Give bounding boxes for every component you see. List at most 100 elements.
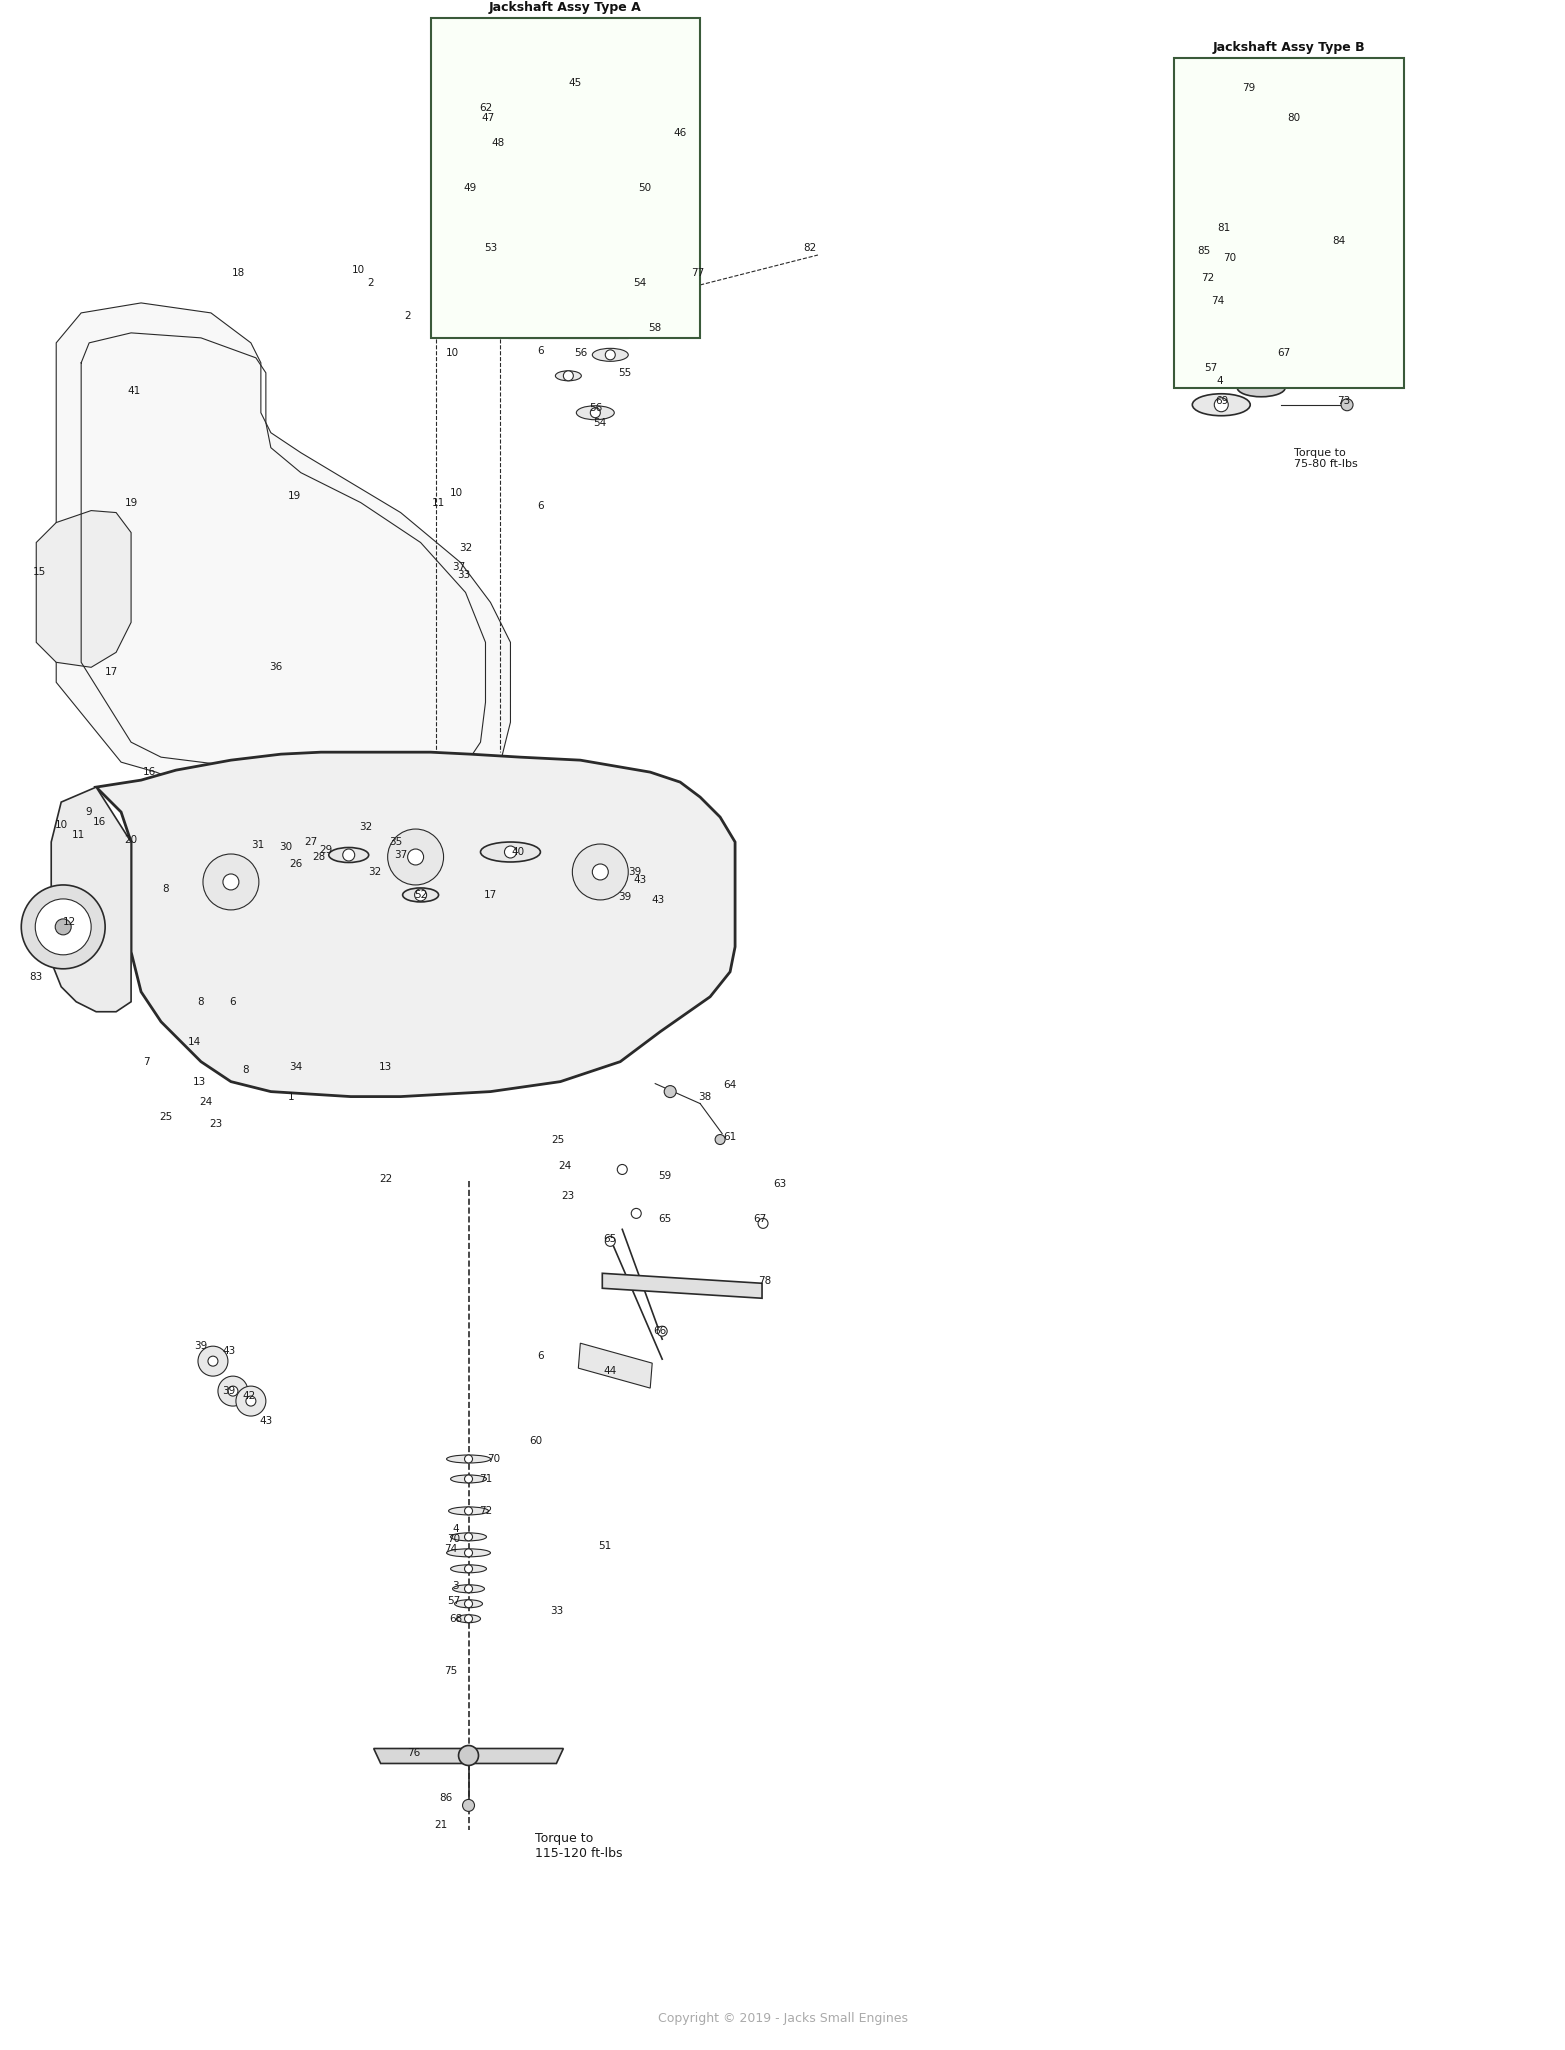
Text: 11: 11 bbox=[72, 830, 85, 840]
Text: Jacks
Small Engines: Jacks Small Engines bbox=[300, 910, 541, 974]
Text: 56: 56 bbox=[588, 402, 603, 412]
Ellipse shape bbox=[446, 1456, 490, 1464]
Ellipse shape bbox=[1239, 226, 1283, 232]
Ellipse shape bbox=[1238, 264, 1285, 271]
Ellipse shape bbox=[1238, 379, 1285, 398]
Circle shape bbox=[208, 1357, 218, 1365]
Ellipse shape bbox=[446, 1550, 490, 1556]
Text: 8: 8 bbox=[243, 1064, 249, 1074]
Text: 10: 10 bbox=[55, 820, 67, 830]
Circle shape bbox=[1214, 398, 1229, 412]
Ellipse shape bbox=[1243, 244, 1279, 252]
Circle shape bbox=[559, 248, 573, 262]
Text: 38: 38 bbox=[698, 1091, 712, 1101]
Ellipse shape bbox=[482, 246, 515, 258]
Circle shape bbox=[465, 1550, 473, 1556]
Circle shape bbox=[617, 1164, 628, 1175]
Text: 60: 60 bbox=[529, 1435, 541, 1445]
Text: 32: 32 bbox=[358, 822, 372, 832]
Text: 40: 40 bbox=[512, 847, 524, 857]
Ellipse shape bbox=[1232, 205, 1291, 211]
Text: 44: 44 bbox=[604, 1365, 617, 1376]
Text: 23: 23 bbox=[210, 1119, 222, 1130]
Text: 19: 19 bbox=[288, 490, 302, 500]
Circle shape bbox=[236, 1386, 266, 1417]
Text: 75: 75 bbox=[444, 1667, 457, 1675]
Ellipse shape bbox=[1249, 98, 1274, 105]
Ellipse shape bbox=[451, 1564, 487, 1572]
Text: 4: 4 bbox=[1216, 375, 1222, 385]
Text: Torque to
115-120 ft-lbs: Torque to 115-120 ft-lbs bbox=[535, 1833, 623, 1859]
Circle shape bbox=[1341, 400, 1354, 410]
Circle shape bbox=[465, 1533, 473, 1542]
Text: 32: 32 bbox=[459, 543, 473, 554]
Text: 54: 54 bbox=[593, 418, 607, 428]
Text: 43: 43 bbox=[260, 1417, 272, 1427]
Text: 52: 52 bbox=[415, 890, 427, 900]
Circle shape bbox=[573, 845, 628, 900]
Text: 34: 34 bbox=[290, 1062, 302, 1072]
Text: Jackshaft Assy Type A: Jackshaft Assy Type A bbox=[488, 0, 642, 14]
Text: 33: 33 bbox=[457, 570, 470, 580]
Text: 28: 28 bbox=[311, 853, 326, 861]
Ellipse shape bbox=[526, 98, 595, 123]
Circle shape bbox=[415, 890, 427, 900]
Text: Jackshaft Assy Type B: Jackshaft Assy Type B bbox=[1213, 41, 1366, 53]
Text: 17: 17 bbox=[105, 668, 117, 677]
Ellipse shape bbox=[1193, 394, 1250, 416]
Text: 32: 32 bbox=[368, 867, 382, 877]
Circle shape bbox=[465, 1507, 473, 1515]
Text: 6: 6 bbox=[537, 500, 543, 510]
Text: 14: 14 bbox=[188, 1037, 200, 1048]
Text: 56: 56 bbox=[574, 348, 587, 359]
Ellipse shape bbox=[1241, 164, 1282, 172]
Circle shape bbox=[606, 1236, 615, 1246]
Circle shape bbox=[218, 1376, 247, 1406]
Text: 7: 7 bbox=[142, 1056, 149, 1066]
Text: 77: 77 bbox=[692, 269, 704, 279]
Circle shape bbox=[465, 1585, 473, 1593]
Circle shape bbox=[606, 351, 615, 361]
Text: 11: 11 bbox=[432, 498, 444, 508]
Ellipse shape bbox=[1235, 299, 1286, 305]
Polygon shape bbox=[56, 303, 510, 832]
Circle shape bbox=[590, 408, 601, 418]
Circle shape bbox=[595, 283, 606, 293]
Text: 22: 22 bbox=[379, 1175, 393, 1185]
Polygon shape bbox=[52, 787, 131, 1013]
Circle shape bbox=[407, 849, 424, 865]
Text: 25: 25 bbox=[160, 1111, 172, 1121]
Text: 33: 33 bbox=[549, 1605, 563, 1615]
Circle shape bbox=[631, 1207, 642, 1218]
Text: 54: 54 bbox=[634, 279, 646, 287]
Circle shape bbox=[592, 863, 609, 879]
Text: 41: 41 bbox=[127, 385, 141, 396]
Text: 36: 36 bbox=[269, 662, 282, 672]
Text: 3: 3 bbox=[452, 1581, 459, 1591]
Text: 45: 45 bbox=[568, 78, 582, 88]
Circle shape bbox=[246, 1396, 257, 1406]
Text: 43: 43 bbox=[222, 1347, 236, 1357]
Ellipse shape bbox=[451, 1533, 487, 1542]
Text: 69: 69 bbox=[1216, 396, 1229, 406]
Text: 74: 74 bbox=[1211, 295, 1224, 305]
Circle shape bbox=[465, 1456, 473, 1464]
Text: 4: 4 bbox=[452, 1523, 459, 1533]
Text: 39: 39 bbox=[222, 1386, 236, 1396]
Circle shape bbox=[504, 847, 516, 859]
Ellipse shape bbox=[592, 348, 628, 361]
Text: 25: 25 bbox=[552, 1134, 565, 1144]
Text: 66: 66 bbox=[654, 1326, 667, 1337]
Ellipse shape bbox=[1238, 184, 1285, 191]
Text: 73: 73 bbox=[1338, 396, 1351, 406]
Text: 59: 59 bbox=[659, 1171, 671, 1181]
Text: 84: 84 bbox=[1332, 236, 1346, 246]
Text: 37: 37 bbox=[452, 562, 465, 572]
Circle shape bbox=[465, 1615, 473, 1624]
Text: 78: 78 bbox=[759, 1277, 772, 1285]
Ellipse shape bbox=[451, 1474, 487, 1482]
Text: 6: 6 bbox=[230, 996, 236, 1007]
Circle shape bbox=[465, 1599, 473, 1607]
Text: 64: 64 bbox=[723, 1080, 737, 1091]
Polygon shape bbox=[374, 1749, 563, 1763]
